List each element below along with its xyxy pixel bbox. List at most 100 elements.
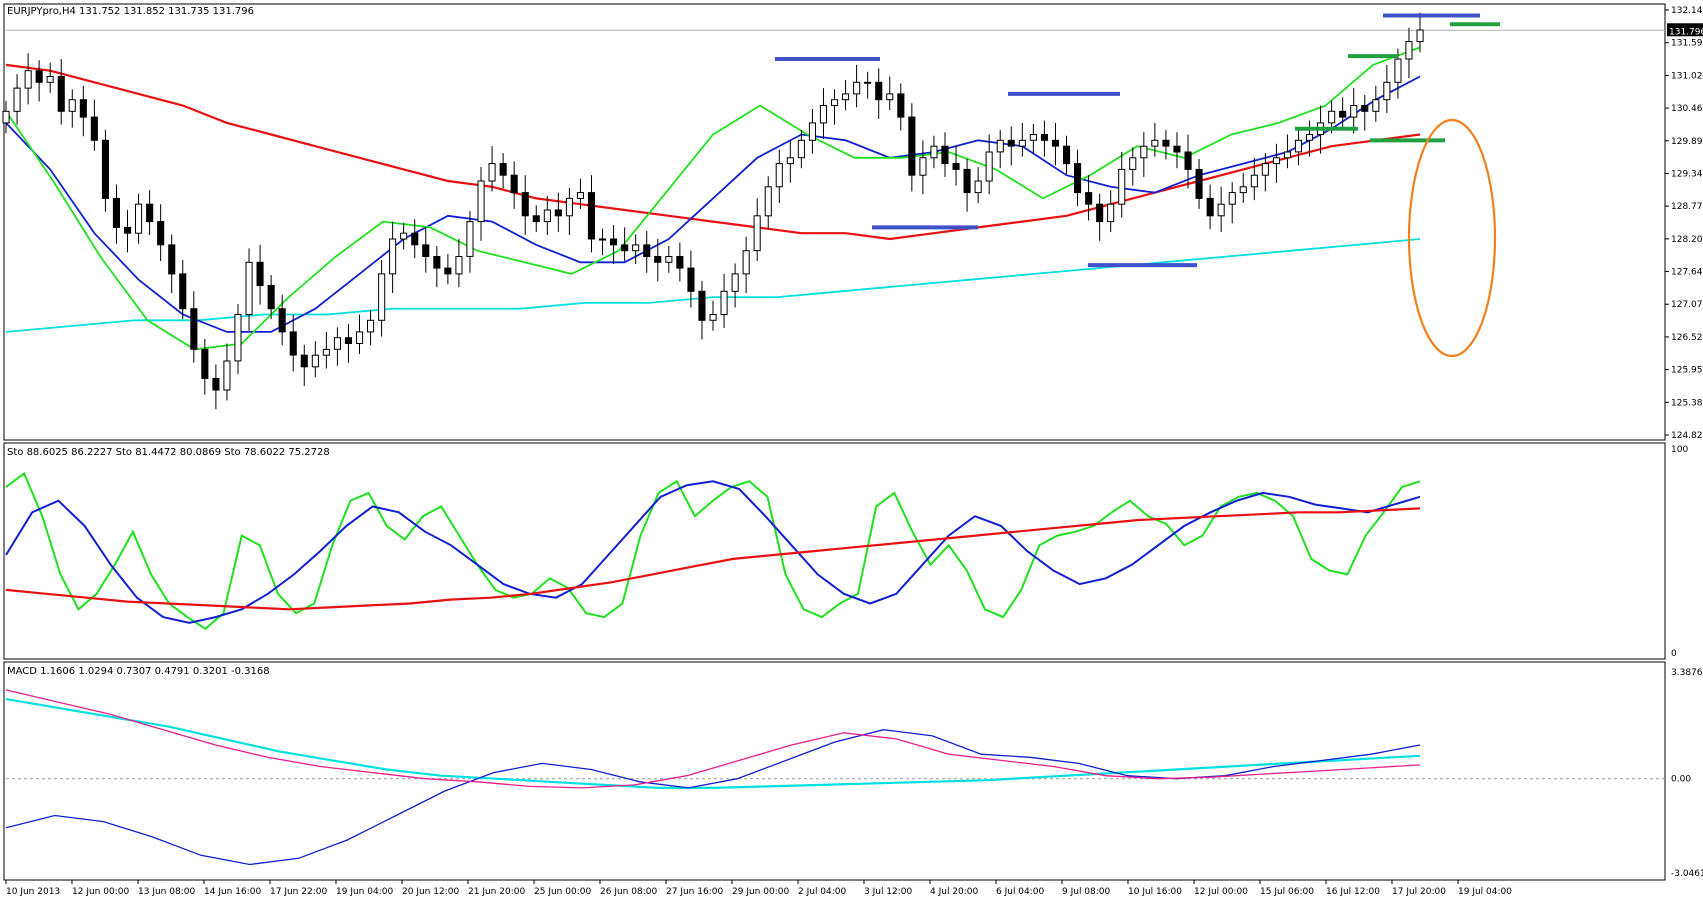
macd-tick-label: 3.3876: [1671, 668, 1703, 678]
price-tick-label: 127.645: [1671, 268, 1703, 278]
last-price-box: [1667, 23, 1703, 37]
candle-body: [124, 226, 132, 234]
candle-body: [146, 203, 154, 223]
time-tick-label: 12 Jun 00:00: [72, 887, 129, 897]
candle-body: [333, 337, 341, 350]
candle-body: [1040, 134, 1049, 141]
candle-body: [610, 238, 618, 246]
time-tick-label: 10 Jun 2013: [6, 887, 60, 897]
candle-body: [654, 256, 662, 263]
time-tick-label: 17 Jul 20:00: [1392, 887, 1446, 897]
macd-tick-label: 0.00: [1671, 775, 1691, 785]
time-tick-label: 21 Jun 20:00: [468, 887, 525, 897]
candle-body: [466, 221, 474, 257]
candle-body: [621, 244, 629, 252]
candle-body: [786, 157, 794, 165]
candle-body: [974, 180, 982, 194]
candle-body: [897, 93, 905, 118]
candle-body: [808, 122, 817, 141]
price-tick-label: 132.145: [1671, 6, 1703, 16]
price-tick-label: 125.950: [1671, 366, 1703, 376]
price-tick-label: 128.200: [1671, 235, 1703, 245]
candle-body: [179, 273, 187, 310]
stochastic-panel: [3, 442, 1666, 660]
candle-body: [389, 238, 397, 275]
candle-body: [1250, 174, 1258, 188]
candle-body: [1361, 105, 1369, 112]
candle-body: [278, 308, 286, 333]
candle-body: [344, 337, 352, 345]
price-tick-label: 131.590: [1671, 39, 1703, 49]
candle-body: [1283, 151, 1292, 159]
time-tick-label: 25 Jun 00:00: [534, 887, 591, 897]
candle-body: [853, 81, 861, 95]
last-price-label: 131.796: [1669, 27, 1703, 37]
candle-body: [13, 87, 21, 112]
overlay-line-ma_blue: [5, 75, 1421, 333]
candle-body: [996, 139, 1004, 153]
candle-body: [963, 168, 971, 194]
time-tick-label: 10 Jul 16:00: [1128, 887, 1182, 897]
overlay-line-ma_red_thick: [5, 63, 1421, 241]
candle-body: [68, 99, 76, 112]
candle-body: [665, 256, 673, 263]
candle-body: [764, 186, 772, 217]
candle-body: [289, 331, 297, 356]
candle-body: [742, 250, 750, 275]
candle-body: [24, 70, 32, 89]
candle-body: [875, 81, 883, 101]
candle-body: [1261, 163, 1269, 176]
macd-line: [5, 698, 1421, 790]
candle-body: [599, 238, 607, 241]
candle-body: [488, 163, 496, 182]
price-tick-label: 126.520: [1671, 333, 1703, 343]
stochastic-tick-label: 100: [1671, 445, 1688, 455]
candle-body: [1350, 105, 1358, 118]
time-tick-label: 4 Jul 20:00: [930, 887, 979, 897]
stochastic-line: [5, 480, 1421, 624]
candle-body: [864, 81, 872, 84]
candle-body: [1085, 192, 1093, 205]
overlay-line-ma_cyan: [5, 238, 1421, 333]
candle-body: [842, 93, 850, 101]
candle-body: [135, 203, 143, 234]
macd-layer: [5, 689, 1665, 866]
candle-body: [1162, 139, 1170, 147]
macd-panel: [3, 661, 1666, 881]
candle-body: [930, 145, 938, 159]
candle-body: [2, 110, 10, 124]
annotation-ellipse: [1407, 118, 1497, 358]
candle-body: [919, 157, 927, 176]
candle-body: [687, 267, 695, 292]
candle-body: [1063, 145, 1071, 165]
candle-body: [267, 285, 275, 310]
candle-body: [57, 76, 65, 112]
candle-body: [201, 348, 209, 379]
price-tick-label: 129.340: [1671, 169, 1703, 179]
candle-body: [300, 354, 308, 368]
candle-body: [1294, 139, 1303, 153]
candle-body: [1029, 134, 1037, 141]
time-tick-label: 2 Jul 04:00: [798, 887, 847, 897]
time-tick-label: 26 Jun 08:00: [600, 887, 657, 897]
candle-body: [223, 360, 231, 391]
candle-body: [256, 261, 264, 286]
price-tick-label: 128.770: [1671, 202, 1703, 212]
candle-body: [378, 273, 386, 321]
candle-body: [1018, 139, 1026, 147]
candle-body: [1129, 157, 1137, 170]
candle-body: [1074, 163, 1082, 194]
time-tick-label: 14 Jun 16:00: [204, 887, 261, 897]
time-tick-label: 6 Jul 04:00: [996, 887, 1045, 897]
candle-body: [1394, 58, 1402, 83]
candle-body: [753, 215, 761, 252]
candle-body: [46, 76, 54, 83]
chart-title: EURJPYpro,H4 131.752 131.852 131.735 131…: [7, 6, 254, 17]
candle-body: [168, 244, 176, 275]
time-tick-label: 17 Jun 22:00: [270, 887, 327, 897]
macd-legend: MACD 1.1606 1.0294 0.7307 0.4791 0.3201 …: [7, 666, 270, 677]
price-tick-label: 130.465: [1671, 104, 1703, 114]
candle-body: [1228, 192, 1236, 205]
candle-body: [941, 145, 949, 165]
